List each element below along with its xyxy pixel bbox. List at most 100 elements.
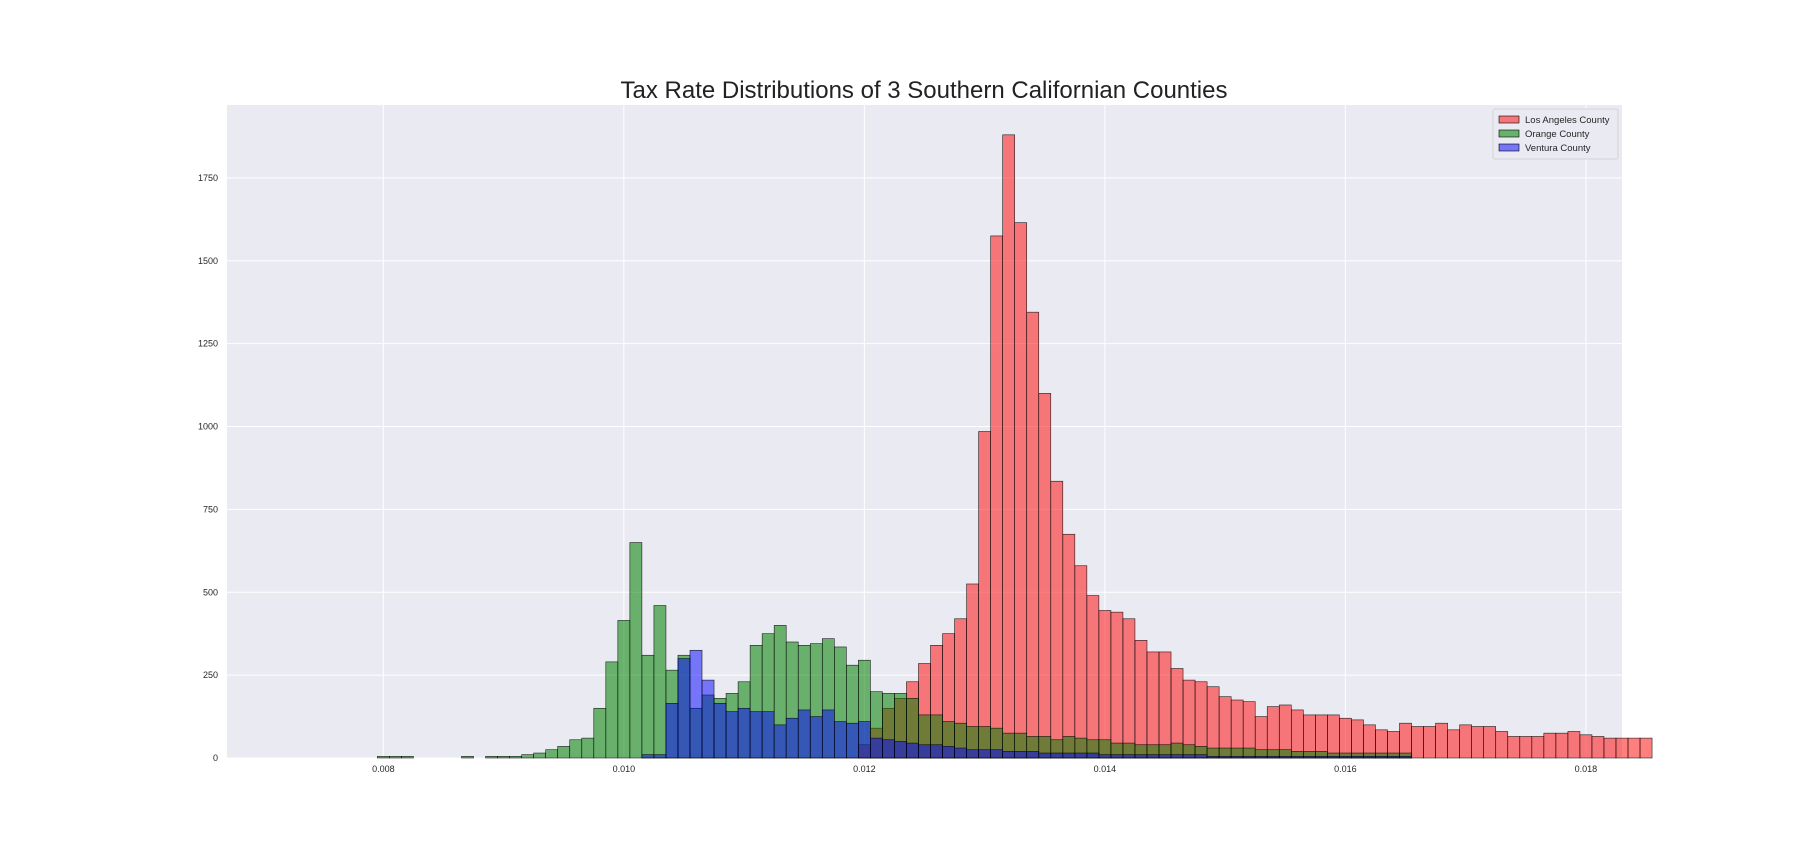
histogram-bar — [894, 741, 907, 759]
x-tick-label: 0.010 — [613, 764, 636, 774]
x-tick-label: 0.008 — [372, 764, 395, 774]
histogram-bar — [1591, 736, 1605, 759]
histogram-bar — [990, 235, 1003, 759]
histogram-bar — [1074, 752, 1088, 759]
histogram-bar — [509, 756, 522, 759]
histogram-bar — [1218, 756, 1232, 759]
histogram-bar — [785, 717, 799, 759]
histogram-bar — [1170, 754, 1184, 759]
histogram-bar — [1495, 731, 1509, 759]
histogram-bar — [918, 744, 931, 759]
histogram-bar — [906, 742, 919, 759]
histogram-bar — [1182, 754, 1196, 759]
histogram-bar — [1339, 717, 1352, 759]
histogram-bar — [761, 711, 775, 759]
x-tick-label: 0.014 — [1094, 764, 1117, 774]
y-tick-label: 250 — [203, 670, 218, 680]
histogram-bar — [1206, 686, 1220, 759]
histogram-bar — [1122, 618, 1136, 759]
histogram-bar — [1579, 734, 1593, 759]
histogram-bar — [1555, 732, 1569, 759]
histogram-bar — [1278, 756, 1292, 759]
y-tick-label: 0 — [213, 753, 218, 763]
histogram-bar — [1411, 726, 1424, 759]
histogram-bar — [1507, 736, 1521, 759]
histogram-bar — [1122, 754, 1136, 759]
histogram-bars — [377, 134, 1653, 759]
histogram-bar — [461, 756, 474, 759]
histogram-bar — [677, 658, 691, 759]
histogram-bar — [581, 737, 595, 759]
histogram-bar — [401, 756, 414, 759]
histogram-bar — [653, 754, 667, 759]
histogram-bar — [1543, 732, 1557, 759]
histogram-bar — [485, 756, 498, 759]
histogram-bar — [1062, 752, 1076, 759]
histogram-bar — [749, 711, 763, 759]
legend-label: Orange County — [1525, 129, 1590, 140]
histogram-bar — [1531, 736, 1545, 759]
y-axis-ticks: 0 250 500 750 1000 1250 1500 1750 — [198, 173, 218, 763]
y-tick-label: 1250 — [198, 339, 218, 349]
x-tick-label: 0.012 — [853, 764, 876, 774]
histogram-bar — [641, 754, 655, 759]
histogram-bar — [1038, 393, 1052, 759]
series-3-bars — [641, 649, 1412, 759]
histogram-bar — [1615, 737, 1629, 759]
histogram-bar — [1098, 610, 1112, 759]
histogram-bar — [1242, 756, 1256, 759]
histogram-bar — [1110, 754, 1124, 759]
histogram-bar — [930, 744, 943, 759]
histogram-bar — [1315, 756, 1328, 759]
plot-area — [227, 105, 1622, 758]
histogram-bar — [966, 749, 979, 759]
histogram-bar — [1074, 565, 1088, 759]
histogram-bar — [689, 649, 703, 759]
histogram-bar — [569, 739, 583, 759]
histogram-bar — [1002, 751, 1015, 759]
histogram-bar — [641, 654, 655, 759]
histogram-bar — [882, 739, 895, 759]
histogram-bar — [1062, 533, 1076, 759]
chart-title: Tax Rate Distributions of 3 Southern Cal… — [621, 77, 1228, 104]
histogram-bar — [1110, 611, 1124, 759]
y-tick-label: 1000 — [198, 422, 218, 432]
histogram-bar — [1423, 726, 1436, 759]
histogram-bar — [1158, 651, 1172, 759]
histogram-bar — [1519, 736, 1533, 759]
histogram-bar — [1603, 737, 1617, 759]
histogram-bar — [978, 749, 991, 759]
y-tick-label: 500 — [203, 587, 218, 597]
legend: Los Angeles County Orange County Ventura C… — [1492, 108, 1619, 160]
histogram-bar — [1399, 756, 1412, 759]
histogram-bar — [1387, 756, 1400, 759]
y-tick-label: 750 — [203, 504, 218, 514]
histogram-bar — [389, 756, 402, 759]
histogram-bar — [1290, 709, 1304, 759]
legend-swatch — [1498, 129, 1520, 138]
histogram-bar — [1098, 754, 1112, 759]
histogram-bar — [834, 721, 847, 759]
histogram-bar — [1014, 751, 1028, 759]
histogram-bar — [725, 711, 739, 759]
histogram-bar — [1026, 751, 1040, 759]
histogram-bar — [1254, 756, 1268, 759]
histogram-bar — [497, 756, 510, 759]
histogram-bar — [1146, 651, 1160, 759]
histogram-bar — [990, 749, 1003, 759]
histogram-bar — [545, 749, 559, 759]
histogram-bar — [1146, 754, 1160, 759]
histogram-bar — [1567, 731, 1581, 759]
histogram-bar — [533, 752, 546, 759]
y-tick-label: 1750 — [198, 173, 218, 183]
histogram-bar — [1327, 714, 1340, 759]
histogram-bar — [713, 703, 727, 759]
histogram-bar — [653, 605, 667, 759]
histogram-bar — [821, 709, 835, 759]
x-tick-label: 0.018 — [1575, 764, 1598, 774]
histogram-bar — [773, 724, 787, 759]
histogram-bar — [1206, 756, 1220, 759]
histogram-bar — [1266, 756, 1280, 759]
legend-label: Ventura County — [1525, 143, 1591, 154]
